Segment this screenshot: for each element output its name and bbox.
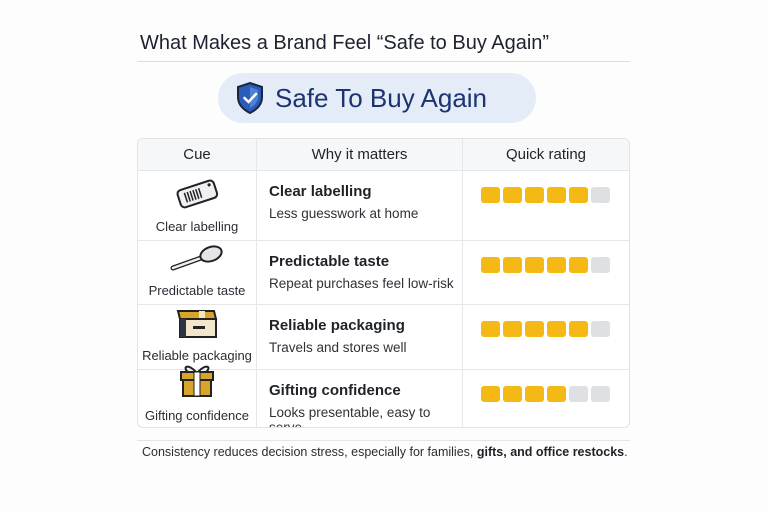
box-icon: [174, 305, 220, 344]
header-rating: Quick rating: [505, 146, 587, 163]
rating-segment: [481, 187, 500, 203]
rating-segment: [569, 187, 588, 203]
header-cue: Cue: [138, 139, 257, 170]
footer-bold: gifts, and office restocks: [476, 445, 625, 459]
rating-bar: [481, 386, 629, 402]
rating-segment: [525, 386, 544, 402]
rating-segment: [591, 386, 610, 402]
footer-text: Consistency reduces decision stress, esp…: [142, 445, 477, 459]
spoon-icon: [169, 244, 225, 279]
why-cell: Reliable packaging Travels and stores wel…: [257, 305, 463, 369]
rating-segment: [525, 257, 544, 273]
row-desc: Looks presentable, easy to serve: [269, 405, 431, 428]
cue-label: Clear labelling: [155, 219, 239, 234]
rating-segment: [569, 321, 588, 337]
why-cell: Predictable taste Repeat purchases feel l…: [257, 241, 463, 304]
safe-badge: Safe To Buy Again: [218, 73, 536, 123]
rating-segment: [569, 386, 588, 402]
cue-cell: Predictable taste: [138, 241, 257, 304]
rating-cell: [463, 241, 629, 304]
row-title: Gifting confidence: [269, 382, 401, 399]
rating-segment: [481, 257, 500, 273]
badge-label: Safe To Buy Again: [275, 82, 488, 113]
row-desc: Less guesswork at home: [269, 206, 419, 221]
cue-label: Predictable taste: [148, 283, 246, 298]
table-row: Gifting confidence Gifting confidence Loo…: [138, 365, 629, 428]
rating-cell: [463, 370, 629, 427]
rating-segment: [503, 257, 522, 273]
rating-segment: [547, 386, 566, 402]
gift-icon: [176, 361, 218, 404]
row-title: Reliable packaging: [269, 317, 405, 334]
row-title: Predictable taste: [269, 253, 390, 270]
rating-segment: [481, 386, 500, 402]
why-cell: Gifting confidence Looks presentable, eas…: [257, 370, 463, 428]
divider: [137, 61, 630, 62]
table-row: Reliable packaging Reliable packaging Tra…: [138, 305, 629, 370]
rating-segment: [525, 187, 544, 203]
table-row: Predictable taste Predictable taste Repea…: [138, 241, 629, 305]
rating-cell: [463, 305, 629, 369]
why-cell: Clear labelling Less guesswork at home: [257, 171, 463, 240]
cue-table: Cue Why it matters Quick rating Clear la…: [137, 138, 630, 428]
table-row: Clear labelling Clear labelling Less gues…: [138, 171, 629, 241]
footer-end: .: [624, 445, 628, 459]
row-desc: Repeat purchases feel low-risk: [269, 276, 454, 291]
rating-segment: [547, 257, 566, 273]
cue-label: Gifting confidence: [144, 408, 250, 423]
cue-cell: Clear labelling: [138, 171, 257, 240]
table-header: Cue Why it matters Quick rating: [138, 139, 629, 171]
rating-bar: [481, 187, 629, 203]
rating-segment: [503, 187, 522, 203]
row-desc: Travels and stores well: [269, 340, 407, 355]
header-why: Why it matters: [257, 139, 463, 170]
rating-bar: [481, 321, 629, 337]
rating-segment: [503, 386, 522, 402]
shield-check-icon: [237, 81, 263, 115]
rating-segment: [547, 321, 566, 337]
rating-segment: [525, 321, 544, 337]
label-tag-icon: [172, 176, 222, 215]
rating-cell: [463, 171, 629, 240]
rating-segment: [547, 187, 566, 203]
rating-segment: [591, 321, 610, 337]
rating-segment: [591, 257, 610, 273]
cue-cell: Gifting confidence: [138, 365, 257, 427]
cue-cell: Reliable packaging: [138, 305, 257, 369]
footer-note: Consistency reduces decision stress, esp…: [142, 445, 628, 459]
rating-segment: [591, 187, 610, 203]
cue-label: Reliable packaging: [142, 348, 252, 363]
rating-segment: [481, 321, 500, 337]
page-title: What Makes a Brand Feel “Safe to Buy Aga…: [140, 32, 550, 54]
rating-segment: [569, 257, 588, 273]
rating-bar: [481, 257, 629, 273]
row-title: Clear labelling: [269, 183, 372, 200]
rating-segment: [503, 321, 522, 337]
divider: [137, 440, 630, 441]
